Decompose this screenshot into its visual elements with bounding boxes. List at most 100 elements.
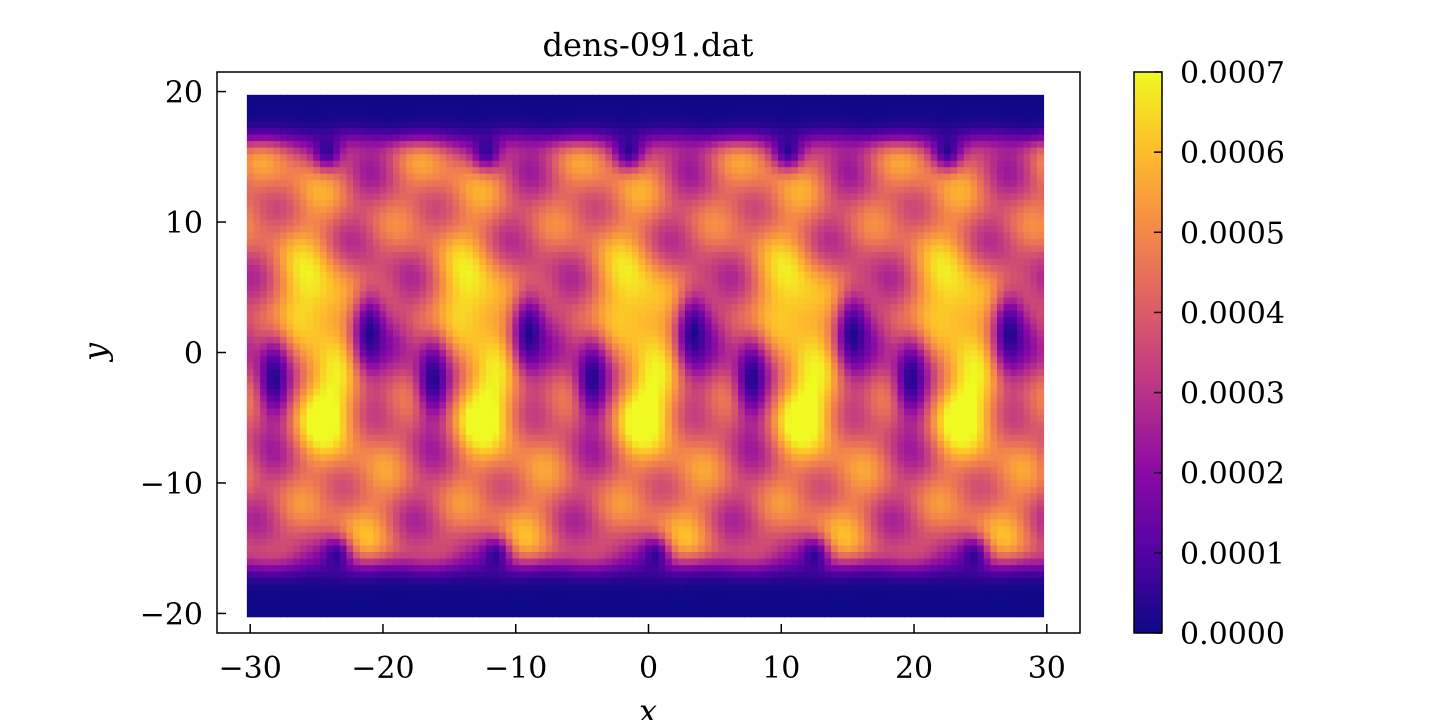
density-cell: [366, 603, 374, 611]
density-cell: [631, 420, 640, 429]
density-cell: [485, 199, 494, 207]
density-cell: [598, 525, 606, 533]
density-cell: [505, 205, 514, 213]
density-cell: [472, 407, 480, 416]
density-cell: [399, 420, 407, 429]
density-cell: [253, 590, 261, 598]
density-cell: [479, 538, 487, 546]
density-cell: [625, 394, 633, 403]
density-cell: [266, 355, 275, 363]
density-cell: [525, 218, 533, 226]
density-cell: [426, 153, 434, 161]
density-cell: [572, 597, 580, 605]
density-cell: [618, 610, 626, 618]
density-cell: [319, 303, 328, 311]
density-cell: [552, 447, 560, 455]
density-cell: [465, 564, 474, 572]
density-cell: [479, 147, 487, 155]
density-cell: [373, 603, 381, 611]
density-cell: [260, 407, 268, 416]
density-cell: [313, 133, 321, 142]
density-cell: [373, 434, 381, 442]
density-cell: [565, 544, 573, 553]
density-cell: [446, 199, 454, 207]
density-cell: [419, 160, 427, 168]
density-cell: [605, 597, 613, 605]
density-cell: [572, 153, 580, 161]
density-cell: [631, 466, 640, 474]
density-cell: [432, 401, 440, 409]
density-cell: [280, 192, 288, 200]
density-cell: [299, 460, 308, 468]
density-cell: [578, 505, 587, 513]
density-cell: [505, 225, 514, 233]
density-cell: [631, 303, 640, 311]
density-cell: [598, 434, 606, 442]
density-cell: [585, 466, 593, 474]
density-cell: [386, 316, 394, 324]
density-cell: [293, 577, 301, 585]
density-cell: [538, 460, 547, 468]
density-cell: [379, 140, 387, 148]
density-cell: [465, 277, 474, 285]
density-cell: [618, 434, 626, 442]
density-cell: [386, 355, 394, 363]
density-cell: [266, 166, 275, 174]
density-cell: [638, 290, 646, 298]
density-cell: [631, 284, 640, 292]
density-cell: [525, 127, 533, 135]
density-cell: [333, 238, 341, 246]
density-cell: [592, 323, 600, 331]
density-cell: [260, 447, 268, 455]
density-cell: [532, 238, 540, 246]
density-cell: [266, 310, 275, 318]
density-cell: [452, 310, 460, 318]
density-cell: [658, 564, 666, 572]
density-cell: [412, 140, 421, 148]
density-cell: [339, 257, 348, 266]
density-cell: [319, 401, 328, 409]
density-cell: [280, 388, 288, 396]
density-cell: [319, 231, 328, 239]
density-cell: [585, 355, 593, 363]
density-cell: [319, 225, 328, 233]
density-cell: [293, 381, 301, 389]
density-cell: [485, 388, 494, 396]
density-cell: [246, 284, 255, 292]
density-cell: [519, 257, 527, 266]
density-cell: [492, 434, 500, 442]
density-cell: [631, 166, 640, 174]
density-cell: [658, 525, 666, 533]
density-cell: [585, 94, 593, 102]
density-cell: [525, 94, 533, 102]
density-cell: [465, 518, 474, 526]
density-cell: [465, 186, 474, 194]
density-cell: [432, 264, 440, 272]
density-cell: [366, 349, 374, 357]
density-cell: [353, 127, 361, 135]
density-cell: [280, 231, 288, 239]
density-cell: [505, 440, 514, 448]
density-cell: [492, 564, 500, 572]
density-cell: [373, 610, 381, 618]
density-cell: [618, 590, 626, 598]
density-cell: [512, 127, 520, 135]
density-cell: [319, 420, 328, 429]
density-cell: [472, 571, 480, 579]
density-cell: [419, 153, 427, 161]
density-cell: [412, 297, 421, 305]
density-cell: [373, 251, 381, 259]
density-cell: [572, 453, 580, 461]
density-cell: [505, 329, 514, 337]
density-cell: [472, 564, 480, 572]
density-cell: [658, 571, 666, 579]
density-cell: [638, 525, 646, 533]
density-cell: [426, 244, 434, 252]
density-cell: [426, 270, 434, 279]
density-cell: [439, 205, 447, 213]
density-cell: [558, 531, 567, 540]
density-cell: [538, 610, 547, 618]
density-cell: [532, 531, 540, 540]
density-cell: [578, 147, 587, 155]
density-cell: [578, 597, 587, 605]
